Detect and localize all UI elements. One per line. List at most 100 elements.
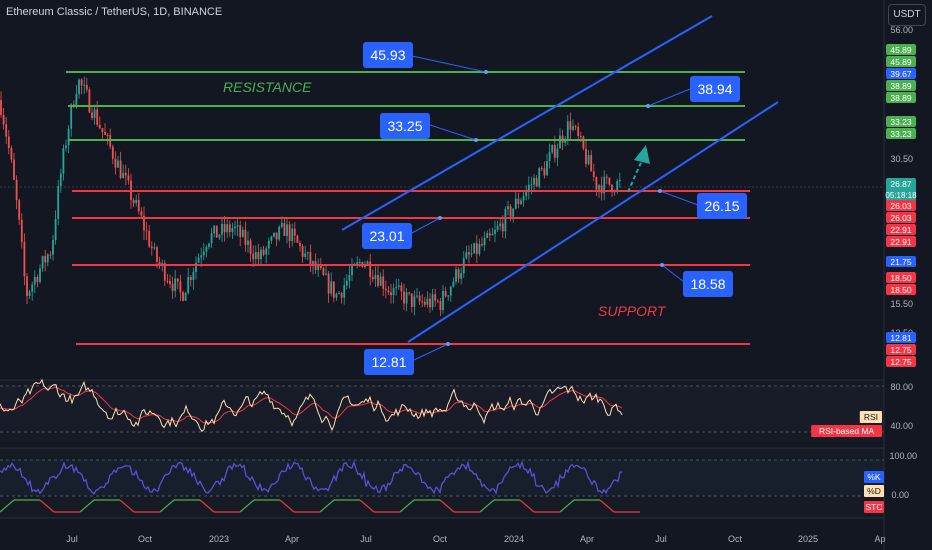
channel-lower-trendline[interactable] — [407, 101, 779, 343]
candle-body — [395, 286, 398, 289]
candle-body — [553, 144, 556, 158]
candle-body — [335, 293, 338, 298]
stoch-label: %K — [867, 472, 881, 482]
candle-body — [345, 280, 348, 286]
candle-body — [559, 135, 561, 149]
price-badge-label: 12.75 — [890, 345, 912, 355]
candle-body — [332, 281, 335, 298]
stc-segment — [399, 499, 415, 513]
callout-label: 45.93 — [370, 47, 405, 63]
candle-body — [221, 224, 223, 235]
candle-body — [275, 232, 278, 240]
price-badge — [886, 224, 916, 235]
projection-arrow-icon[interactable] — [627, 145, 650, 193]
candle-body — [192, 271, 195, 281]
price-badge — [886, 56, 916, 67]
candlestick-series — [0, 76, 621, 317]
candle-body — [26, 276, 28, 296]
candle-body — [96, 109, 99, 125]
candle-body — [111, 146, 114, 159]
stoch-tick: 100.00 — [889, 451, 917, 461]
candle-body — [293, 228, 296, 236]
time-tick: 2024 — [504, 534, 524, 544]
candle-body — [611, 184, 613, 193]
candle-body — [2, 114, 5, 125]
price-badge-timer: 05:18:18 — [885, 191, 917, 200]
candle-body — [514, 198, 517, 209]
candle-body — [301, 246, 304, 257]
time-tick: Jul — [66, 534, 78, 544]
rsi-ma-line — [0, 386, 623, 424]
candle-body — [189, 276, 192, 281]
candle-body — [215, 225, 218, 238]
candle-body — [366, 261, 369, 265]
candle-body — [291, 228, 294, 242]
stc-segment — [39, 499, 55, 513]
time-tick: Oct — [138, 534, 153, 544]
candle-body — [265, 248, 268, 255]
stc-segment — [519, 499, 535, 513]
candle-body — [7, 136, 10, 148]
candle-body — [304, 253, 307, 257]
price-tick: 15.50 — [890, 299, 913, 309]
price-badge — [886, 80, 916, 91]
time-tick: Oct — [433, 534, 448, 544]
candle-body — [5, 124, 8, 137]
candle-body — [527, 184, 530, 191]
candle-body — [93, 109, 96, 119]
candle-body — [418, 295, 421, 302]
stc-segment — [599, 499, 615, 513]
candle-body — [197, 257, 200, 263]
callout-18-58[interactable]: 18.58 — [683, 271, 733, 297]
callout-45-93[interactable]: 45.93 — [363, 42, 413, 68]
candle-body — [494, 229, 496, 235]
candle-body — [153, 247, 156, 249]
candle-body — [171, 283, 174, 291]
candle-body — [384, 288, 387, 291]
candle-body — [85, 84, 88, 90]
candle-body — [249, 240, 252, 254]
candle-body — [132, 200, 135, 204]
candle-body — [546, 160, 548, 176]
candle-body — [340, 292, 343, 298]
rsi-line — [0, 378, 623, 433]
candle-body — [234, 226, 236, 229]
currency-button[interactable]: USDT — [888, 4, 926, 26]
candle-body — [228, 224, 231, 232]
callout-26-15[interactable]: 26.15 — [697, 193, 747, 219]
candle-body — [62, 148, 65, 174]
candle-body — [49, 254, 52, 256]
candle-body — [202, 251, 205, 256]
candle-body — [106, 134, 109, 136]
candle-body — [236, 225, 239, 227]
candle-body — [572, 126, 574, 130]
candle-body — [478, 243, 481, 255]
time-axis[interactable]: Jul Oct 2023 Apr Jul Oct 2024 Apr Jul Oc… — [66, 534, 885, 544]
candle-body — [486, 233, 489, 238]
candle-body — [455, 269, 457, 282]
candle-body — [213, 225, 216, 234]
candle-body — [421, 301, 424, 303]
channel-upper-trendline[interactable] — [341, 15, 713, 231]
callout-38-94[interactable]: 38.94 — [690, 76, 740, 102]
candle-body — [322, 268, 325, 275]
candle-body — [574, 126, 577, 128]
candle-body — [306, 252, 309, 254]
time-tick: Apr — [580, 534, 594, 544]
candle-body — [148, 231, 151, 247]
candle-body — [187, 276, 190, 293]
callout-33-25[interactable]: 33.25 — [380, 113, 430, 139]
candle-body — [538, 168, 541, 187]
candle-body — [618, 179, 621, 182]
candle-body — [156, 247, 158, 263]
callout-12-81[interactable]: 12.81 — [364, 349, 414, 375]
candle-body — [23, 242, 26, 277]
callout-23-01[interactable]: 23.01 — [362, 223, 412, 249]
callout-label: 38.94 — [697, 81, 732, 97]
candle-body — [400, 285, 403, 292]
candle-body — [436, 300, 439, 302]
stoch-label: %D — [867, 486, 881, 496]
price-badge-label: 38.89 — [890, 81, 912, 91]
price-badge — [886, 256, 916, 267]
